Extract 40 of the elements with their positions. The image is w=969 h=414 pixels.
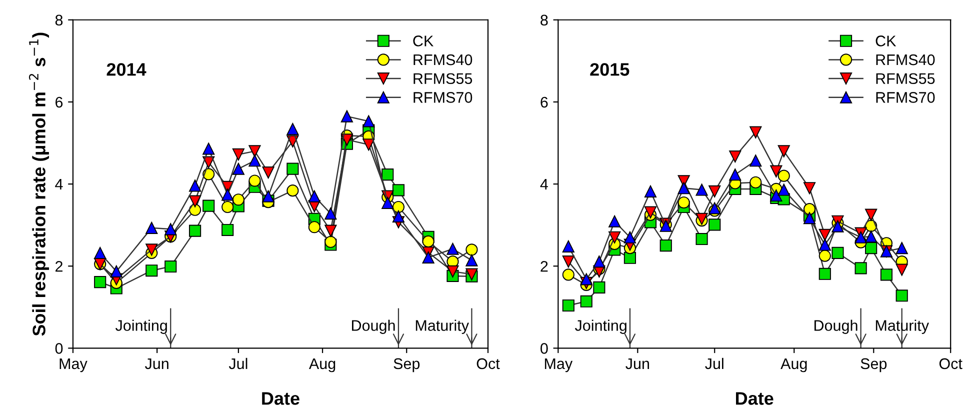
x-tick-label: Jun [144,358,168,370]
x-tick-label: Aug [780,358,807,372]
legend-label: CK [876,36,896,46]
ref-line-label: Dough [814,320,858,334]
ref-line-label: Jointing [115,320,167,334]
y-tick-label: 0 [55,343,63,354]
y-tick-label: 8 [55,14,63,26]
y-tick-label: 2 [56,260,62,272]
legend-label: RFMS55 [876,73,935,84]
legend-label: RFMS40 [876,54,935,66]
legend-label: RFMS70 [414,92,472,103]
y-tick-label: 2 [540,260,548,272]
x-axis-title: Date [736,392,774,405]
ref-line-label: Maturity [416,320,469,334]
legend-label: CK [413,36,434,46]
y-axis-title: Soil respiration rate (μmol m$^{−2}$ s$^{−1}$) [28,32,50,336]
x-tick-label: May [544,358,573,372]
y-tick-label: 6 [540,96,548,108]
x-tick-label: Sep [860,358,887,372]
y-tick-label: 8 [540,14,548,26]
legend-label: RFMS40 [414,54,472,66]
x-tick-label: May [60,358,88,372]
y-tick-label: 4 [540,179,548,190]
x-tick-label: Oct [939,358,962,370]
x-tick-label: Jun [626,358,649,370]
legend-label: RFMS55 [414,73,472,84]
ref-line-label: Dough [352,320,395,334]
y-tick-label: 6 [56,96,63,108]
ref-line-label: Jointing [574,320,626,334]
text: 2015 [590,63,630,76]
x-tick-label: Jul [705,358,724,370]
y-tick-label: 0 [540,343,548,354]
x-tick-label: Aug [308,358,336,372]
x-tick-label: Jul [228,358,248,370]
x-tick-label: Sep [394,358,420,372]
y-tick-label: 4 [55,179,63,190]
legend-label: RFMS70 [876,92,935,103]
text: 2014 [106,63,146,76]
x-axis-title: Date [262,392,300,405]
x-tick-label: Oct [476,358,500,370]
